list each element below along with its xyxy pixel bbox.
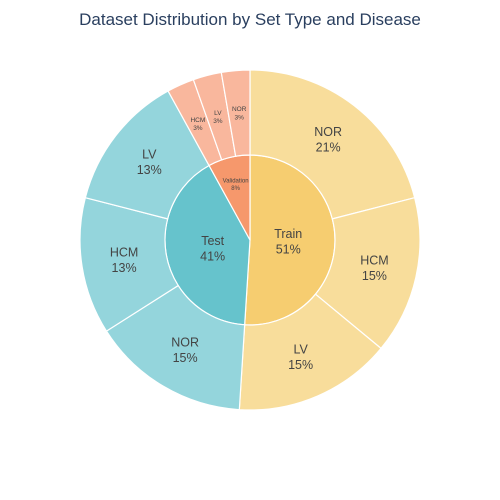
outer-label-train-nor: NOR 21% [314,125,342,155]
inner-label-test-name: Test [201,234,224,248]
outer-label-validation-hcm: HCM 3% [190,117,205,132]
outer-label-test-lv: LV 13% [137,147,162,177]
outer-label-train-nor-percent: 21% [316,140,341,154]
outer-label-validation-hcm-percent: 3% [193,125,203,132]
outer-label-test-nor-name: NOR [171,335,199,349]
outer-label-test-nor-percent: 15% [173,351,198,365]
inner-label-test-percent: 41% [200,250,225,264]
inner-label-validation-percent: 8% [231,186,240,192]
inner-label-test: Test 41% [200,234,225,264]
outer-label-train-hcm-name: HCM [360,253,388,267]
outer-label-validation-nor-name: NOR [232,106,247,113]
outer-label-validation-nor: NOR 3% [232,106,247,121]
outer-label-train-hcm: HCM 15% [360,253,388,283]
inner-label-validation-name: Validation [223,178,249,184]
outer-label-validation-nor-percent: 3% [234,114,244,121]
outer-segment-train-nor[interactable] [249,69,416,220]
inner-label-train: Train 51% [274,227,302,257]
inner-label-validation: Validation 8% [223,178,249,192]
outer-label-validation-hcm-name: HCM [190,117,205,124]
inner-label-train-percent: 51% [276,242,301,256]
outer-label-test-nor: NOR 15% [171,335,199,365]
outer-label-train-lv: LV 15% [288,343,313,373]
outer-label-test-hcm-name: HCM [110,246,138,260]
outer-label-test-lv-percent: 13% [137,163,162,177]
outer-label-validation-lv-percent: 3% [213,118,223,125]
outer-label-train-lv-percent: 15% [288,358,313,372]
chart-title: Dataset Distribution by Set Type and Dis… [79,10,421,29]
inner-label-train-name: Train [274,227,302,241]
outer-label-train-nor-name: NOR [314,125,342,139]
outer-label-train-hcm-percent: 15% [362,269,387,283]
outer-label-test-lv-name: LV [142,147,157,161]
outer-label-validation-lv-name: LV [214,110,222,117]
outer-label-test-hcm: HCM 13% [110,246,138,276]
outer-label-train-lv-name: LV [293,343,308,357]
outer-segment-validation-nor[interactable] [220,69,251,157]
outer-label-test-hcm-percent: 13% [112,261,137,275]
outer-label-validation-lv: LV 3% [213,110,223,125]
